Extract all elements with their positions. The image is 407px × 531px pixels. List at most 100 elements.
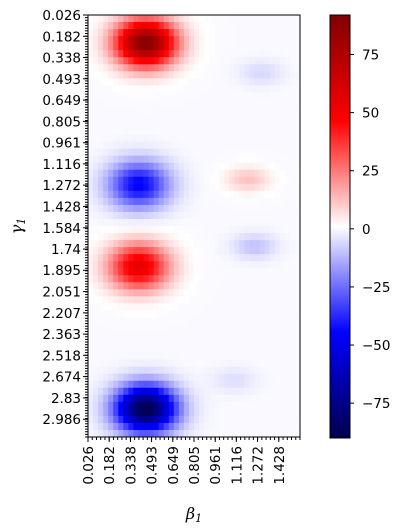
heat-cell: [269, 254, 276, 262]
heat-cell: [234, 211, 240, 220]
heat-cell: [269, 240, 276, 248]
heat-cell: [133, 359, 139, 368]
heat-cell: [153, 218, 160, 227]
heat-cell: [244, 345, 250, 353]
heat-cell: [234, 29, 240, 37]
heat-cell: [113, 331, 119, 339]
heat-cell: [249, 380, 255, 389]
y-tick-label: 1.74: [51, 242, 81, 258]
heat-cell: [249, 197, 255, 206]
heat-cell: [249, 106, 255, 114]
heat-cell: [98, 169, 104, 178]
heat-cell: [239, 345, 245, 353]
heat-cell: [98, 352, 104, 361]
heat-cell: [113, 275, 119, 283]
heat-cell: [113, 401, 119, 410]
heat-cell: [279, 275, 286, 283]
heat-cell: [113, 373, 119, 382]
heat-cell: [259, 176, 266, 185]
heat-cell: [143, 197, 149, 206]
heat-cell: [274, 345, 281, 353]
heat-cell: [219, 429, 225, 438]
heat-cell: [93, 134, 99, 142]
heat-cell: [103, 211, 109, 220]
heat-cell: [284, 415, 291, 424]
heat-cell: [219, 218, 225, 227]
heat-cell: [239, 394, 245, 403]
heat-cell: [93, 64, 99, 72]
heat-cell: [259, 64, 266, 72]
heat-cell: [148, 422, 155, 431]
heat-cell: [173, 324, 180, 332]
heat-cell: [128, 247, 134, 255]
heat-cell: [133, 422, 139, 431]
heat-cell: [244, 78, 250, 86]
heat-cell: [244, 120, 250, 128]
heat-cell: [163, 303, 170, 311]
heat-cell: [279, 422, 286, 431]
heat-cell: [269, 85, 276, 93]
heat-cell: [214, 22, 220, 30]
heat-cell: [138, 162, 144, 171]
heat-cell: [123, 36, 129, 44]
heat-cell: [123, 218, 129, 227]
heat-cell: [143, 92, 149, 100]
heat-cell: [289, 422, 296, 431]
heat-cell: [153, 359, 160, 368]
heat-cell: [138, 15, 144, 23]
heat-cell: [123, 85, 129, 93]
heat-cell: [284, 190, 291, 199]
heat-cell: [93, 211, 99, 220]
heat-cell: [254, 99, 261, 107]
heat-cell: [108, 99, 114, 107]
heat-cell: [254, 226, 261, 234]
heat-cell: [163, 113, 170, 121]
heat-cell: [294, 359, 301, 368]
heat-cell: [194, 331, 200, 339]
heat-cell: [93, 408, 99, 417]
heat-cell: [188, 345, 195, 353]
heat-cell: [199, 29, 205, 37]
heat-cell: [148, 85, 155, 93]
heat-cell: [158, 197, 165, 206]
heat-cell: [209, 401, 215, 410]
heat-cell: [194, 415, 200, 424]
heat-cell: [199, 275, 205, 283]
heat-cell: [93, 317, 99, 325]
heat-cell: [199, 282, 205, 290]
heat-cell: [188, 36, 195, 44]
heat-cell: [93, 190, 99, 199]
heat-cell: [289, 106, 296, 114]
heat-cell: [158, 268, 165, 276]
heatmap-cells: [88, 15, 301, 438]
heat-cell: [148, 22, 155, 30]
heat-cell: [188, 282, 195, 290]
heat-cell: [118, 148, 124, 157]
heat-cell: [168, 155, 175, 164]
heat-cell: [178, 71, 185, 79]
heat-cell: [204, 373, 210, 382]
heat-cell: [224, 345, 230, 353]
heat-cell: [214, 296, 220, 304]
heat-cell: [143, 233, 149, 241]
heat-cell: [249, 366, 255, 375]
heat-cell: [279, 176, 286, 185]
heat-cell: [173, 197, 180, 206]
heat-cell: [254, 394, 261, 403]
heat-cell: [294, 22, 301, 30]
heat-cell: [264, 57, 271, 65]
heat-cell: [108, 275, 114, 283]
heat-cell: [214, 162, 220, 171]
heat-cell: [168, 352, 175, 361]
heat-cell: [168, 303, 175, 311]
heat-cell: [163, 317, 170, 325]
heat-cell: [133, 401, 139, 410]
heat-cell: [163, 15, 170, 23]
heat-cell: [264, 226, 271, 234]
heat-cell: [239, 120, 245, 128]
heat-cell: [178, 331, 185, 339]
heat-cell: [138, 155, 144, 164]
heat-cell: [254, 415, 261, 424]
heat-cell: [254, 268, 261, 276]
heat-cell: [123, 429, 129, 438]
